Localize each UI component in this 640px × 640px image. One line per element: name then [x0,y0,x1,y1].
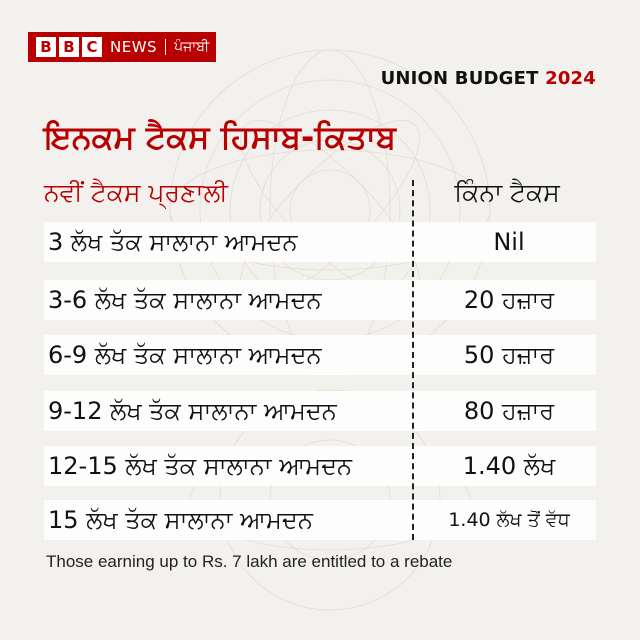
tax-amount: 50 ਹਜ਼ਾਰ [463,341,555,369]
row-background [44,335,596,375]
tax-amount: 20 ਹਜ਼ਾਰ [463,286,555,314]
bbc-block: B [59,37,79,57]
rebate-footnote: Those earning up to Rs. 7 lakh are entit… [46,552,453,571]
table-row: 3-6 ਲੱਖ ਤੱਕ ਸਾਲਾਨਾ ਆਮਦਨ 20 ਹਜ਼ਾਰ [44,280,596,320]
tax-amount: 1.40 ਲੱਖ ਤੋਂ ਵੱਧ [448,509,570,531]
income-slab: 15 ਲੱਖ ਤੱਕ ਸਾਲਾਨਾ ਆਮਦਨ [48,506,313,534]
income-slab: 6-9 ਲੱਖ ਤੱਕ ਸਾਲਾਨਾ ਆਮਦਨ [48,341,322,369]
logo-news-text: NEWS [110,38,158,56]
bbc-blocks: B B C [36,37,102,57]
left-column-header: ਨਵੀਂ ਟੈਕਸ ਪ੍ਰਣਾਲੀ [44,178,228,207]
logo-separator [165,39,167,55]
column-divider [412,180,414,540]
row-background [44,280,596,320]
tax-amount: 1.40 ਲੱਖ [462,452,556,480]
tax-amount: Nil [493,228,525,256]
table-row: 15 ਲੱਖ ਤੱਕ ਸਾਲਾਨਾ ਆਮਦਨ 1.40 ਲੱਖ ਤੋਂ ਵੱਧ [44,500,596,540]
row-background [44,222,596,262]
budget-year: 2024 [545,68,596,89]
income-slab: 12-15 ਲੱਖ ਤੱਕ ਸਾਲਾਨਾ ਆਮਦਨ [48,452,353,480]
bbc-block: B [36,37,56,57]
right-column-header: ਕਿੰਨਾ ਟੈਕਸ [454,178,560,207]
page-title: ਇਨਕਮ ਟੈਕਸ ਹਿਸਾਬ-ਕਿਤਾਬ [44,118,397,156]
table-row: 6-9 ਲੱਖ ਤੱਕ ਸਾਲਾਨਾ ਆਮਦਨ 50 ਹਜ਼ਾਰ [44,335,596,375]
budget-label: UNION BUDGET [380,68,539,89]
row-background [44,391,596,431]
tax-amount: 80 ਹਜ਼ਾਰ [463,397,555,425]
bbc-block: C [82,37,102,57]
logo-language: ਪੰਜਾਬੀ [174,39,210,55]
income-slab: 3-6 ਲੱਖ ਤੱਕ ਸਾਲਾਨਾ ਆਮਦਨ [48,286,322,314]
bbc-news-punjabi-logo: B B C NEWS ਪੰਜਾਬੀ [28,32,216,62]
income-slab: 9-12 ਲੱਖ ਤੱਕ ਸਾਲਾਨਾ ਆਮਦਨ [48,397,337,425]
row-background [44,446,596,486]
table-row: 9-12 ਲੱਖ ਤੱਕ ਸਾਲਾਨਾ ਆਮਦਨ 80 ਹਜ਼ਾਰ [44,391,596,431]
income-slab: 3 ਲੱਖ ਤੱਕ ਸਾਲਾਨਾ ਆਮਦਨ [48,228,298,256]
union-budget-label: UNION BUDGET 2024 [381,68,596,89]
table-row: 3 ਲੱਖ ਤੱਕ ਸਾਲਾਨਾ ਆਮਦਨ Nil [44,222,596,262]
row-background [44,500,596,540]
table-row: 12-15 ਲੱਖ ਤੱਕ ਸਾਲਾਨਾ ਆਮਦਨ 1.40 ਲੱਖ [44,446,596,486]
